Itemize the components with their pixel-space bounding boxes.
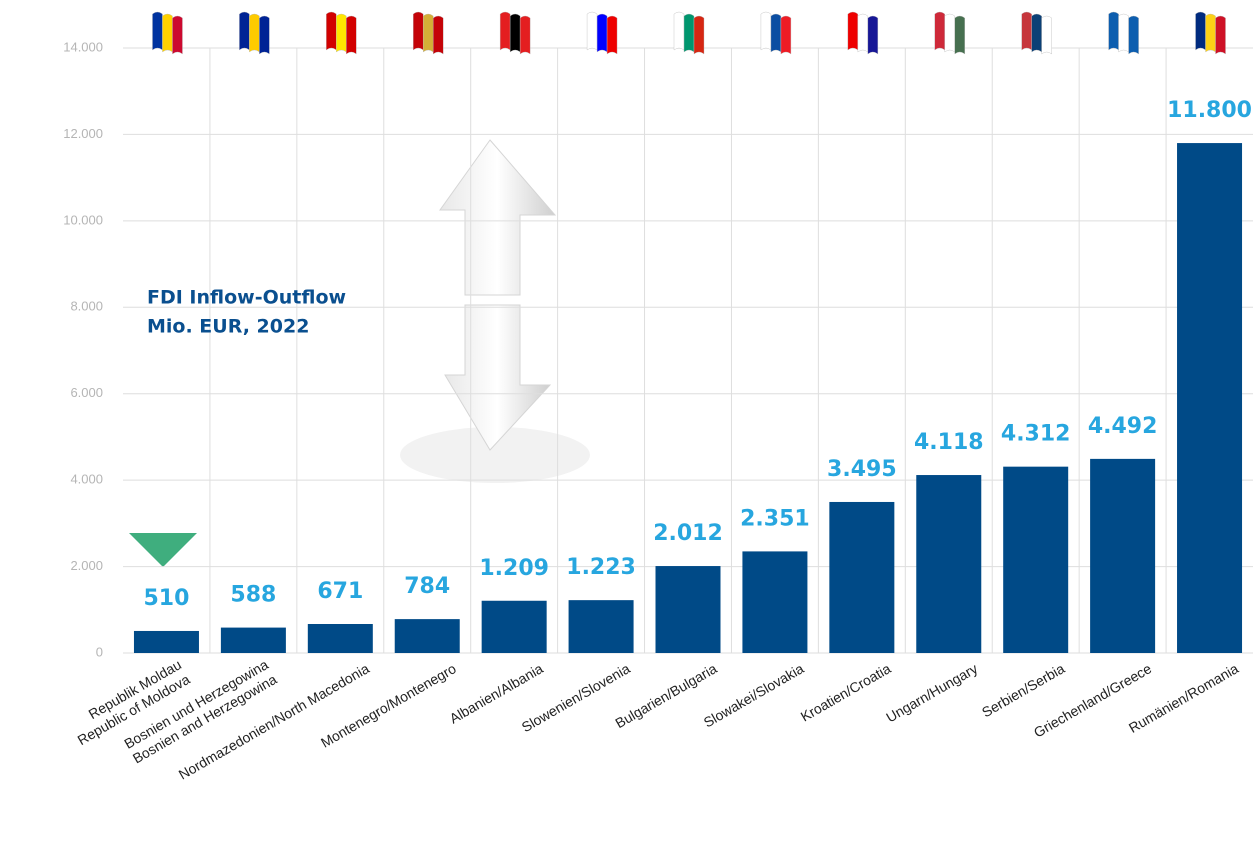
flag-stripe (519, 15, 531, 55)
up-arrow (439, 139, 557, 296)
decoration (123, 11, 1253, 654)
flag-stripe (509, 13, 521, 53)
bar (916, 475, 982, 653)
flag-stripe (433, 15, 444, 55)
x-tick-label: Kroatien/Croatia (798, 660, 894, 725)
flag-stripe (326, 11, 337, 51)
flag-stripe (847, 11, 859, 51)
bar (829, 501, 895, 653)
down-arrow (444, 304, 552, 451)
flag-stripe (944, 13, 955, 53)
flag-stripe (954, 15, 965, 55)
flag-stripe (586, 11, 598, 51)
flag-stripe (1118, 13, 1129, 53)
flag-stripe (346, 15, 357, 55)
value-label: 588 (230, 583, 276, 608)
y-tick-label: 4.000 (70, 472, 103, 487)
bar (1003, 466, 1069, 653)
bar (1177, 143, 1243, 654)
y-tick-label: 10.000 (63, 212, 103, 227)
flag-stripe (780, 15, 792, 55)
bar (220, 627, 286, 653)
flag-stripe (152, 11, 163, 51)
bar (394, 619, 460, 653)
bar (481, 600, 547, 653)
flag-stripe (1041, 15, 1052, 55)
flag-stripe (413, 11, 424, 51)
flag-stripe (683, 13, 695, 53)
value-label: 1.209 (479, 556, 549, 581)
flag-stripe (1215, 15, 1226, 55)
value-label: 4.118 (914, 430, 984, 455)
bar (568, 600, 634, 653)
value-label: 510 (143, 586, 189, 611)
arrow-shadow (400, 427, 590, 483)
bar (742, 551, 808, 653)
flag-stripe (1195, 11, 1206, 51)
bar (307, 624, 373, 653)
flag-stripe (423, 13, 434, 53)
y-tick-label: 14.000 (63, 39, 103, 54)
flag-stripe (1021, 11, 1032, 51)
flag-stripe (1108, 11, 1119, 51)
value-label: 1.223 (566, 555, 636, 580)
bar (1090, 458, 1156, 653)
value-label: 3.495 (827, 457, 897, 482)
flag-stripe (867, 15, 879, 55)
y-tick-label: 0 (96, 644, 103, 659)
flag-stripe (1205, 13, 1216, 53)
flag-stripe (249, 13, 260, 53)
value-label: 4.312 (1001, 422, 1071, 447)
flag-stripe (239, 11, 250, 51)
x-tick-label: Serbien/Serbia (979, 660, 1067, 720)
flag-stripe (172, 15, 183, 55)
bar (133, 630, 199, 653)
y-tick-label: 12.000 (63, 126, 103, 141)
flag-stripe (606, 15, 618, 55)
value-label: 11.800 (1167, 98, 1252, 123)
flag-stripe (499, 11, 511, 51)
flag-stripe (760, 11, 772, 51)
flag-stripe (1031, 13, 1042, 53)
flag-stripe (162, 13, 173, 53)
value-label: 4.492 (1088, 414, 1158, 439)
value-label: 784 (404, 574, 450, 599)
y-tick-label: 2.000 (70, 558, 103, 573)
flag-stripe (673, 11, 685, 51)
flag-stripe (770, 13, 782, 53)
marker-triangle (129, 533, 197, 567)
flag-stripe (336, 13, 347, 53)
flag-stripe (857, 13, 869, 53)
flag-stripe (596, 13, 608, 53)
y-tick-label: 6.000 (70, 385, 103, 400)
chart-title: FDI Inflow-Outflow (147, 287, 346, 309)
flag-stripe (693, 15, 705, 55)
flag-stripe (934, 11, 945, 51)
y-tick-label: 8.000 (70, 299, 103, 314)
value-label: 2.351 (740, 506, 810, 531)
x-tick-label: Ungarn/Hungary (883, 660, 980, 725)
chart-subtitle: Mio. EUR, 2022 (147, 316, 309, 338)
flag-stripe (259, 15, 270, 55)
value-label: 2.012 (653, 521, 723, 546)
bar (655, 566, 721, 653)
flag-stripe (1128, 15, 1139, 55)
value-label: 671 (317, 579, 363, 604)
